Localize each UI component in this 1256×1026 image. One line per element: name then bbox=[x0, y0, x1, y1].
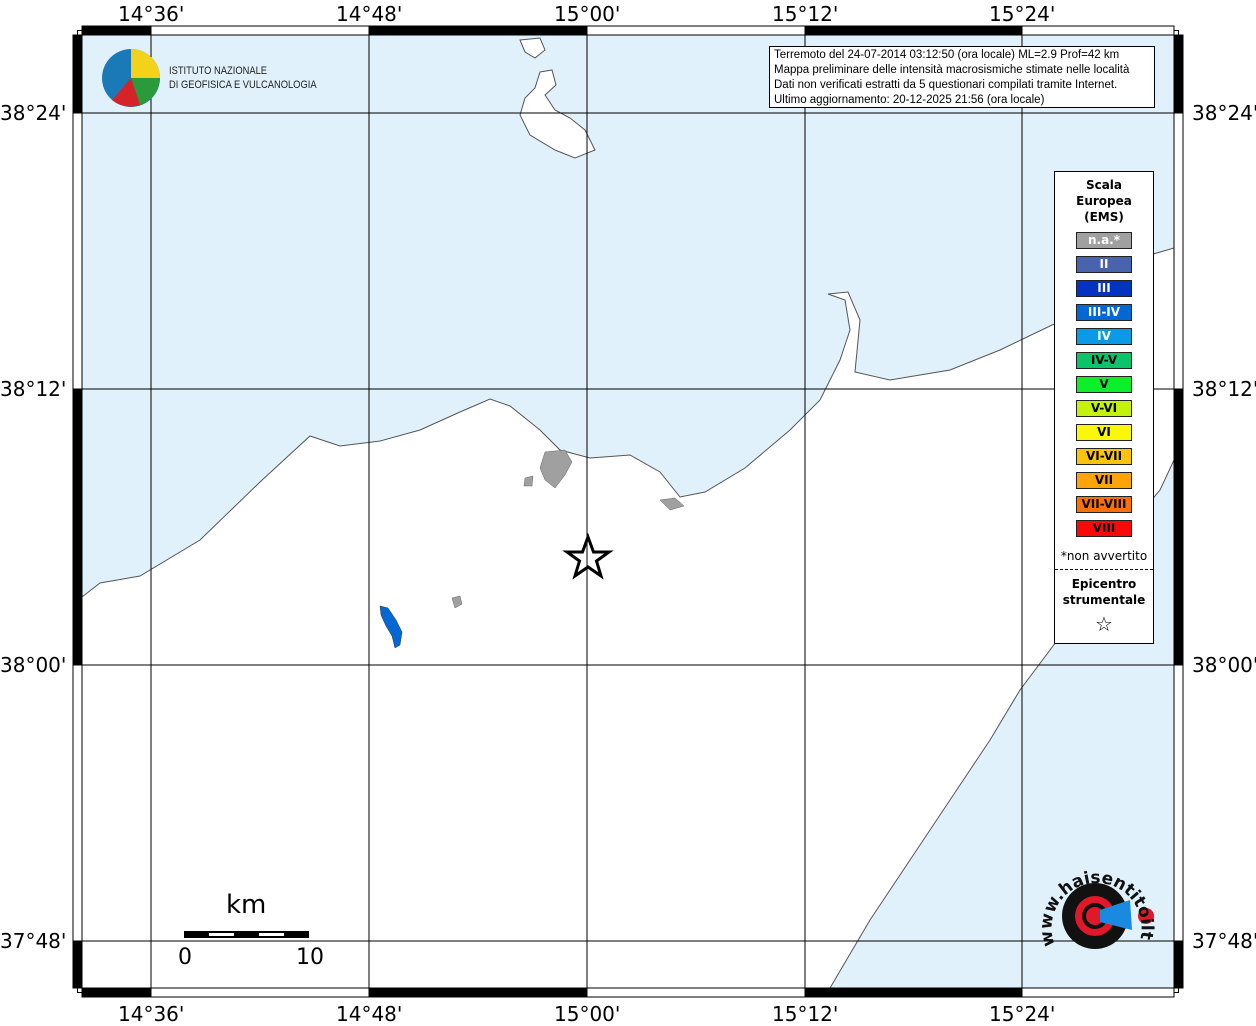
frame-segment bbox=[586, 987, 806, 998]
epicenter-label-line: strumentale bbox=[1062, 593, 1146, 607]
legend-divider bbox=[1055, 569, 1153, 570]
latitude-label: 38°00' bbox=[0, 653, 67, 677]
epicenter-star-legend-icon: ☆ bbox=[1095, 612, 1113, 636]
info-line: Dati non verificati estratti da 5 questi… bbox=[774, 79, 1118, 91]
frame-segment bbox=[1021, 25, 1175, 36]
ingv-line-2: DI GEOFISICA E VULCANOLOGIA bbox=[169, 79, 317, 91]
legend-title: Scala Europea (EMS) bbox=[1055, 177, 1153, 225]
longitude-label: 15°24' bbox=[989, 1002, 1056, 1026]
longitude-label: 14°48' bbox=[336, 2, 403, 26]
ingv-logo-text: ISTITUTO NAZIONALE DI GEOFISICA E VULCAN… bbox=[169, 64, 317, 92]
frame-segment bbox=[72, 664, 83, 942]
legend-title-line: Scala bbox=[1085, 178, 1123, 192]
legend-swatch: VII-VIII bbox=[1076, 496, 1132, 513]
frame-segment bbox=[804, 25, 1023, 36]
legend-swatch: n.a.* bbox=[1076, 232, 1132, 249]
scale-max: 10 bbox=[296, 945, 324, 970]
latitude-label: 38°24' bbox=[0, 101, 67, 125]
legend-swatch: VIII bbox=[1076, 520, 1132, 537]
legend-swatch: V bbox=[1076, 376, 1132, 393]
legend-swatch: VI bbox=[1076, 424, 1132, 441]
frame-segment bbox=[150, 25, 370, 36]
longitude-label: 14°48' bbox=[336, 1002, 403, 1026]
latitude-label: 38°12' bbox=[1192, 377, 1256, 401]
legend-swatch: IV bbox=[1076, 328, 1132, 345]
legend-swatch: VII bbox=[1076, 472, 1132, 489]
graticule bbox=[82, 35, 1174, 988]
latitude-label: 38°00' bbox=[1192, 653, 1256, 677]
scale-unit: km bbox=[226, 890, 267, 920]
legend-swatch: III-IV bbox=[1076, 304, 1132, 321]
legend-swatch: V-VI bbox=[1076, 400, 1132, 417]
latitude-label: 38°12' bbox=[0, 377, 67, 401]
latitude-label: 37°48' bbox=[1192, 929, 1256, 953]
longitude-label: 14°36' bbox=[118, 2, 185, 26]
ems-legend: Scala Europea (EMS) n.a.* II III III-IV IV IV… bbox=[1054, 171, 1154, 644]
frame-segment bbox=[1173, 112, 1184, 390]
map-frame bbox=[72, 25, 1184, 998]
latitude-label: 38°24' bbox=[1192, 101, 1256, 125]
info-line: Ultimo aggiornamento: 20-12-2025 21:56 (… bbox=[774, 94, 1045, 106]
legend-swatch: VI-VII bbox=[1076, 448, 1132, 465]
longitude-label: 15°00' bbox=[554, 1002, 621, 1026]
frame-segment bbox=[368, 25, 588, 36]
longitude-label: 15°24' bbox=[989, 2, 1056, 26]
sea-tyrrhenian bbox=[81, 34, 1175, 599]
frame-segment bbox=[1173, 388, 1184, 666]
frame-segment bbox=[1021, 987, 1175, 998]
frame-segment bbox=[72, 112, 83, 390]
frame-segment bbox=[1173, 34, 1184, 114]
longitude-label: 15°12' bbox=[772, 2, 839, 26]
frame-segment bbox=[586, 25, 806, 36]
epicenter-star-icon bbox=[562, 532, 614, 580]
event-info-box: Terremoto del 24-07-2014 03:12:50 (ora l… bbox=[769, 46, 1155, 108]
info-line: Terremoto del 24-07-2014 03:12:50 (ora l… bbox=[774, 49, 1120, 61]
frame-segment bbox=[1173, 940, 1184, 989]
latitude-label: 37°48' bbox=[0, 929, 67, 953]
longitude-label: 14°36' bbox=[118, 1002, 185, 1026]
frame-segment bbox=[804, 987, 1023, 998]
frame-segment bbox=[72, 34, 83, 114]
legend-swatch: IV-V bbox=[1076, 352, 1132, 369]
ingv-line-1: ISTITUTO NAZIONALE bbox=[169, 65, 268, 77]
legend-swatch: II bbox=[1076, 256, 1132, 273]
legend-title-line: Europea bbox=[1076, 194, 1132, 208]
intensity-patch-iii bbox=[379, 605, 403, 649]
legend-title-line: (EMS) bbox=[1084, 210, 1124, 224]
scale-bar bbox=[184, 931, 309, 938]
longitude-label: 15°12' bbox=[772, 1002, 839, 1026]
frame-segment bbox=[81, 25, 152, 36]
legend-note: *non avvertito bbox=[1060, 549, 1148, 563]
frame-segment bbox=[1173, 664, 1184, 942]
longitude-label: 15°00' bbox=[554, 2, 621, 26]
epicenter-legend-label: Epicentro strumentale bbox=[1055, 576, 1153, 608]
info-line: Mappa preliminare delle intensità macros… bbox=[774, 64, 1130, 76]
frame-segment bbox=[150, 987, 370, 998]
frame-segment bbox=[368, 987, 588, 998]
frame-segment bbox=[72, 940, 83, 989]
ingv-logo-icon bbox=[102, 49, 160, 107]
lipari-island bbox=[519, 37, 596, 159]
legend-swatch: III bbox=[1076, 280, 1132, 297]
intensity-patch-na bbox=[451, 449, 685, 609]
frame-segment bbox=[81, 987, 152, 998]
epicenter-label-line: Epicentro bbox=[1071, 577, 1137, 591]
frame-segment bbox=[72, 388, 83, 666]
scale-min: 0 bbox=[178, 945, 192, 970]
